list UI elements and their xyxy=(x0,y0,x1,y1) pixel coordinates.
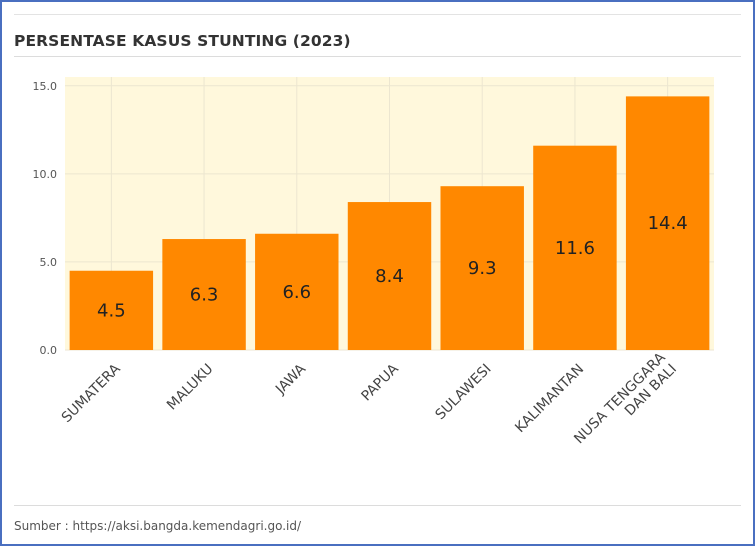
bar xyxy=(69,270,154,350)
bar xyxy=(625,96,710,350)
data-label: 11.6 xyxy=(555,238,595,259)
y-tick-label: 5.0 xyxy=(40,256,58,269)
data-label: 8.4 xyxy=(375,266,404,287)
data-label: 9.3 xyxy=(468,258,497,279)
x-tick-label: SULAWESI xyxy=(433,361,495,423)
bar xyxy=(533,145,617,350)
x-tick-label: NUSA TENGGARADAN BALI xyxy=(571,349,680,458)
bar xyxy=(255,233,339,350)
bar xyxy=(440,186,524,350)
x-tick-label: PAPUA xyxy=(358,361,402,405)
y-tick-label: 0.0 xyxy=(40,344,58,357)
chart-title: PERSENTASE KASUS STUNTING (2023) xyxy=(14,32,351,50)
source-note: Sumber : https://aksi.bangda.kemendagri.… xyxy=(14,519,302,533)
title-divider xyxy=(14,56,741,57)
data-label: 6.3 xyxy=(190,285,219,306)
x-tick-label: SUMATERA xyxy=(59,361,124,426)
x-tick-label: MALUKU xyxy=(164,361,216,413)
y-tick-label: 10.0 xyxy=(33,168,58,181)
bar xyxy=(162,239,246,350)
bar xyxy=(347,202,432,350)
y-tick-label: 15.0 xyxy=(33,80,58,93)
footer-divider xyxy=(14,505,741,506)
header-divider xyxy=(14,14,741,15)
data-label: 4.5 xyxy=(97,300,126,321)
data-label: 6.6 xyxy=(282,282,311,303)
data-label: 14.4 xyxy=(648,213,688,234)
x-tick-label: JAWA xyxy=(272,361,309,398)
x-tick-label: KALIMANTAN xyxy=(512,361,587,436)
